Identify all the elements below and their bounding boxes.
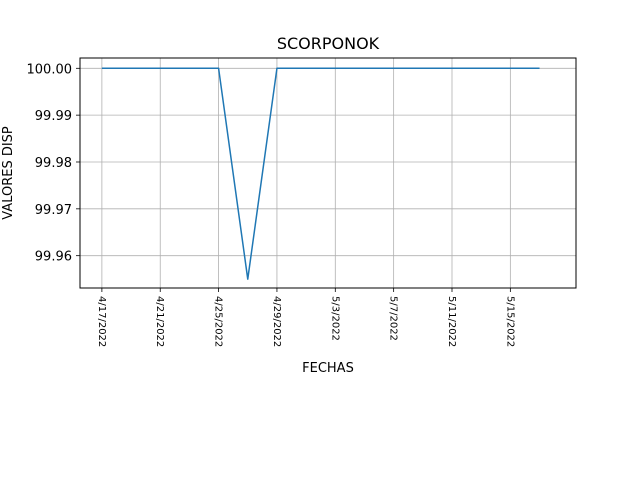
x-tick-label: 5/11/2022: [446, 296, 457, 347]
y-axis-label: VALORES DISP: [1, 126, 16, 220]
x-tick-label: 5/7/2022: [388, 296, 399, 341]
plot-frame: [79, 57, 577, 289]
x-tick-label: 4/29/2022: [271, 296, 282, 347]
x-axis-label: FECHAS: [302, 361, 354, 376]
y-tick-label: 99.98: [35, 156, 72, 171]
grid: [80, 58, 576, 288]
y-tick-label: 99.97: [35, 203, 72, 218]
series-layer: [101, 67, 540, 280]
y-tick-label: 100.00: [27, 62, 73, 77]
chart-title: SCORPONOK: [277, 34, 380, 53]
x-tick-label: 5/15/2022: [504, 296, 515, 347]
series-line: [101, 67, 540, 280]
y-tick-label: 99.96: [35, 250, 72, 265]
x-axis: 4/17/2022 4/21/2022 4/25/2022 4/29/2022 5/3/…: [96, 288, 515, 347]
x-tick-label: 4/17/2022: [96, 296, 107, 347]
x-tick-label: 4/21/2022: [154, 296, 165, 347]
y-tick-label: 99.99: [35, 109, 72, 124]
x-tick-label: 5/3/2022: [329, 296, 340, 341]
y-axis: 99.96 99.97 99.98 99.99 100.00: [27, 62, 80, 265]
x-tick-label: 4/25/2022: [213, 296, 224, 347]
